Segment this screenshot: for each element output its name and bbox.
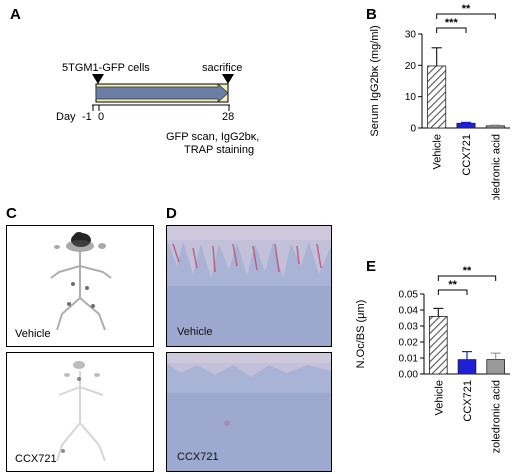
histology-vehicle-texture (167, 226, 331, 346)
y-tick-label: 30 (405, 30, 417, 41)
bar-1 (456, 122, 476, 129)
timeline-diagram (92, 74, 234, 111)
y-tick-label: 0 (410, 124, 416, 135)
bar-2 (486, 359, 505, 375)
y-axis-label: Serum IgG2bκ (mg/ml) (369, 25, 381, 136)
category-label-0: Vehicle (432, 134, 444, 169)
bar-1 (457, 359, 477, 375)
chart-e: 0.00 0.01 0.02 0.03 0.04 0.05 N.Oc/BS (μm) Vehi… (355, 265, 510, 453)
sacrifice-marker (222, 74, 234, 84)
tick-neg1-label: -1 (82, 111, 92, 123)
category-label-2: zoledronic acid (491, 380, 503, 453)
category-label-0: Vehicle (433, 380, 445, 415)
endpoint-line-1: GFP scan, IgG2bκ, (166, 131, 260, 143)
cells-label: 5TGM1-GFP cells (62, 62, 150, 74)
trap-histology-ccx721: CCX721 (166, 352, 332, 472)
panel-d-letter: D (166, 205, 177, 222)
chart-b: 0 10 20 30 Serum IgG2bκ (mg/ml) Vehicle CCX721… (369, 3, 510, 200)
y-tick-label: 0.04 (399, 306, 419, 317)
panel-a-letter: A (10, 6, 21, 23)
bar-0 (429, 316, 448, 375)
histology-ccx721-label: CCX721 (177, 451, 219, 463)
sacrifice-label: sacrifice (202, 62, 243, 74)
histology-vehicle-label: Vehicle (177, 326, 213, 338)
gfp-vehicle-label: Vehicle (15, 328, 51, 340)
tick-28-label: 28 (222, 111, 235, 123)
significance-label-0: ** (448, 279, 457, 291)
y-axis-label: N.Oc/BS (μm) (355, 300, 367, 369)
significance-bracket-1 (437, 275, 497, 281)
panel-e-letter: E (366, 258, 377, 275)
significance-label-0: *** (445, 17, 459, 29)
bar-2 (485, 125, 505, 129)
gfp-scan-vehicle: Vehicle (6, 225, 154, 347)
tick-0-label: 0 (98, 111, 105, 123)
bar-0 (427, 65, 447, 129)
trap-histology-vehicle: Vehicle (166, 225, 332, 347)
significance-label-1: ** (462, 3, 471, 15)
significance-bracket-1 (436, 13, 496, 19)
y-tick-label: 0.01 (399, 354, 419, 365)
cell-injection-marker (92, 74, 104, 84)
y-tick-label: 0.05 (399, 290, 419, 301)
y-tick-label: 0.02 (399, 338, 419, 349)
y-tick-label: 10 (405, 92, 417, 103)
mouse-silhouette-ccx721 (56, 361, 106, 462)
panel-c-letter: C (6, 205, 17, 222)
y-tick-label: 0.03 (399, 322, 419, 333)
y-tick-label: 0.00 (399, 370, 419, 381)
mouse-silhouette-vehicle (50, 232, 112, 331)
category-label-1: CCX721 (461, 134, 473, 176)
significance-bracket-0 (436, 27, 467, 33)
histology-ccx721-texture (167, 353, 331, 471)
gfp-scan-ccx721: CCX721 (6, 352, 154, 472)
significance-label-1: ** (463, 265, 472, 277)
category-label-1: CCX721 (462, 380, 474, 422)
endpoint-line-2: TRAP staining (184, 144, 255, 156)
gfp-ccx721-label: CCX721 (15, 453, 57, 465)
significance-bracket-0 (437, 289, 468, 295)
category-label-2: zoledronic acid (490, 134, 502, 200)
day-label: Day (56, 111, 76, 123)
y-tick-label: 20 (405, 61, 417, 72)
panel-b-letter: B (366, 6, 377, 23)
treatment-arrow (95, 83, 229, 103)
